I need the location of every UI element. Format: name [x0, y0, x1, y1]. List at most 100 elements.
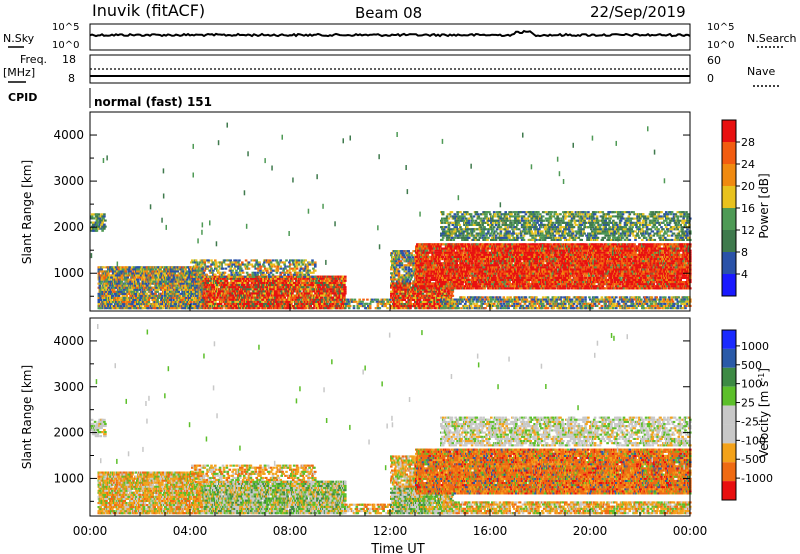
power-cell: [279, 273, 282, 276]
power-cell: [221, 275, 225, 278]
power-cell: [303, 273, 307, 276]
power-cell: [193, 303, 197, 306]
power-cell: [251, 259, 255, 262]
power-cell: [409, 307, 412, 310]
power-cell: [261, 275, 264, 278]
power-cell: [341, 286, 344, 289]
power-cell: [195, 273, 199, 276]
power-cell: [270, 286, 274, 289]
power-cell: [130, 298, 133, 301]
power-cell: [253, 259, 257, 262]
power-cell: [167, 276, 171, 279]
power-cell: [112, 305, 116, 308]
power-cell: [193, 265, 197, 268]
power-cell: [129, 270, 132, 273]
power-cell: [301, 281, 305, 284]
power-cell: [320, 296, 324, 299]
power-cell: [306, 275, 309, 278]
power-cell: [204, 259, 207, 262]
power-cell: [239, 292, 242, 295]
power-cell: [396, 288, 400, 291]
power-cell: [129, 288, 132, 291]
power-cell: [111, 286, 115, 289]
power-cell: [295, 261, 299, 264]
power-cell: [256, 267, 259, 270]
power-cell: [232, 281, 235, 284]
power-cell: [293, 273, 297, 276]
power-cell: [124, 268, 128, 271]
power-cell: [320, 302, 324, 305]
power-cell: [325, 302, 329, 305]
power-cell: [248, 273, 252, 276]
power-cell: [252, 302, 256, 305]
power-cell: [179, 303, 182, 306]
power-cell: [390, 254, 393, 257]
power-cell: [199, 292, 203, 295]
power-cell: [309, 305, 312, 308]
power-cell: [100, 280, 103, 283]
power-cell: [268, 286, 272, 289]
power-cell: [294, 300, 298, 303]
power-cell: [245, 286, 249, 289]
power-cell: [133, 290, 136, 293]
power-cell: [105, 290, 108, 293]
power-cell: [390, 300, 393, 303]
power-cell: [171, 282, 175, 285]
power-cell: [393, 303, 397, 306]
power-cell: [403, 284, 407, 287]
power-cell: [141, 282, 145, 285]
power-cell: [257, 284, 260, 287]
power-cell: [358, 298, 361, 301]
power-cell: [214, 265, 217, 268]
power-cell: [408, 294, 411, 297]
power-cell: [219, 275, 223, 278]
power-cell: [212, 288, 215, 291]
power-cell: [112, 288, 116, 291]
power-cell: [276, 265, 280, 268]
power-cell: [256, 296, 259, 299]
power-cell: [272, 263, 276, 266]
station-title: Inuvik (fitACF): [92, 1, 205, 20]
power-cell: [135, 296, 138, 299]
power-cell: [400, 262, 404, 265]
power-cell: [252, 294, 256, 297]
power-cell: [137, 280, 140, 283]
power-cell: [408, 303, 411, 306]
power-cell: [344, 286, 347, 289]
power-cell: [101, 294, 104, 297]
power-cell: [419, 290, 423, 293]
power-cell: [306, 288, 310, 291]
power-cell: [198, 301, 202, 304]
power-cell: [252, 298, 256, 301]
power-cell: [247, 290, 251, 293]
power-cell: [267, 307, 270, 310]
power-cell: [326, 286, 330, 289]
power-cell: [259, 267, 262, 270]
power-cell: [381, 305, 384, 308]
noise-right-tick-top: 10^5: [707, 22, 734, 33]
power-cell: [177, 272, 181, 275]
power-cell: [239, 279, 242, 282]
power-cell: [137, 292, 140, 295]
power-cell: [126, 296, 129, 299]
power-cell: [397, 256, 401, 259]
power-cell: [276, 267, 280, 270]
power-cell: [214, 275, 217, 278]
power-cell: [209, 292, 212, 295]
power-cell: [290, 273, 293, 276]
power-cell: [317, 294, 320, 297]
power-cell: [234, 261, 237, 264]
power-cell: [402, 282, 406, 285]
power-cell: [169, 288, 173, 291]
power-cell: [280, 275, 283, 278]
power-cell: [296, 288, 300, 291]
power-cell: [173, 286, 177, 289]
power-cell: [416, 303, 419, 306]
power-cell: [145, 270, 149, 273]
power-cell: [268, 294, 271, 297]
power-cell: [190, 298, 194, 301]
power-cell: [157, 274, 160, 277]
power-cell: [136, 270, 139, 273]
power-cell: [190, 301, 193, 304]
power-cell: [320, 279, 324, 282]
